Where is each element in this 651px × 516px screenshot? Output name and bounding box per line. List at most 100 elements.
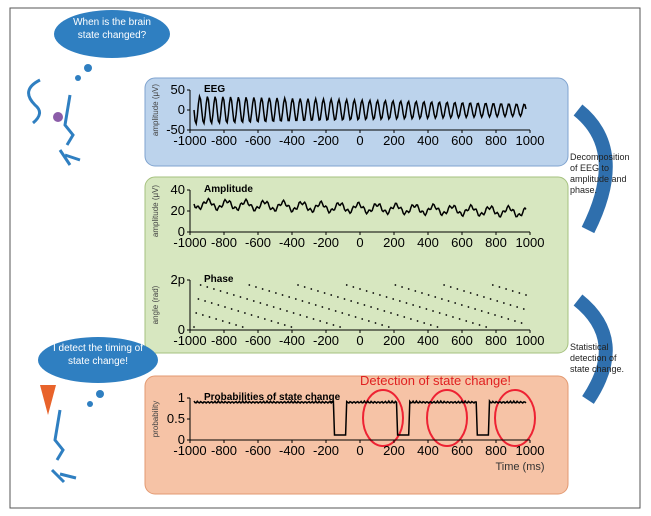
phase-dot [503,302,505,304]
panel-title: Phase [204,274,234,285]
phase-dot [284,324,286,326]
phase-dot [335,310,337,312]
x-tick-label: 400 [417,333,439,348]
phase-dot [364,304,366,306]
head-icon-1 [29,80,80,165]
head-icon-2 [52,410,76,482]
phase-dot [523,308,525,310]
phase-dot [494,314,496,316]
phase-dot [359,288,361,290]
phase-dot [248,284,250,286]
x-tick-label: 800 [485,235,507,250]
phase-dot [310,288,312,290]
phase-dot [490,298,492,300]
phase-dot [308,302,310,304]
phase-dot [348,314,350,316]
x-tick-label: -1000 [173,333,206,348]
phase-dot [262,288,264,290]
phase-dot [525,294,527,296]
phase-dot [202,314,204,316]
x-tick-label: -200 [313,333,339,348]
phase-dot [355,316,357,318]
x-axis-label: Time (ms) [495,461,544,473]
phase-dot [461,304,463,306]
phase-dot [326,322,328,324]
phase-dot [215,318,217,320]
y-tick-label: 50 [171,82,185,97]
phase-dot [244,312,246,314]
phase-dot [286,310,288,312]
phase-dot [217,304,219,306]
x-tick-label: -1000 [173,133,206,148]
phase-dot [306,316,308,318]
x-tick-label: 800 [485,133,507,148]
phase-dot [459,318,461,320]
y-axis-label: probability [151,401,160,437]
x-tick-label: 200 [383,333,405,348]
phase-dot [417,320,419,322]
phase-dot [430,324,432,326]
phase-dot [357,302,359,304]
x-tick-label: -200 [313,443,339,458]
x-tick-label: -600 [245,235,271,250]
phase-dot [317,290,319,292]
phase-dot [463,290,465,292]
x-tick-label: -600 [245,133,271,148]
phase-dot [231,308,233,310]
phase-dot [222,320,224,322]
phase-dot [465,320,467,322]
phase-dot [195,312,197,314]
phase-dot [412,304,414,306]
phase-dot [426,308,428,310]
phase-dot [370,306,372,308]
phase-dot [264,318,266,320]
phase-dot [266,304,268,306]
x-tick-label: 800 [485,443,507,458]
bubble-dot [84,64,92,72]
phase-dot [233,294,235,296]
phase-dot [224,306,226,308]
x-tick-label: 200 [383,133,405,148]
canvas: Detection of state change! EEGamplitude … [0,0,651,516]
phase-dot [443,284,445,286]
phase-dot [361,318,363,320]
phase-dot [514,320,516,322]
phase-dot [397,314,399,316]
phase-dot [350,300,352,302]
phase-dot [499,286,501,288]
phase-dot [487,312,489,314]
decomp-panel [145,177,568,353]
phase-dot [470,292,472,294]
phase-dot [366,290,368,292]
phase-dot [213,288,215,290]
phase-dot [485,326,487,328]
phase-dot [390,312,392,314]
phase-dot [341,312,343,314]
phase-dot [379,294,381,296]
phase-dot [496,300,498,302]
phase-dot [277,322,279,324]
phase-dot [346,284,348,286]
y-tick-label: 1 [178,390,185,405]
phase-dot [293,312,295,314]
phase-dot [381,324,383,326]
phase-dot [516,306,518,308]
x-tick-label: 200 [383,235,405,250]
phase-dot [319,320,321,322]
phase-dot [339,326,341,328]
bubble-text: I detect the timing of state change! [48,342,148,368]
bubble-dot [87,401,93,407]
phase-dot [507,318,509,320]
phase-dot [386,296,388,298]
phase-dot [406,302,408,304]
phase-dot [251,314,253,316]
bubble-dot [75,75,81,81]
phase-dot [423,322,425,324]
figure: Detection of state change! EEGamplitude … [0,0,651,516]
phase-dot [501,316,503,318]
phase-dot [273,306,275,308]
phase-dot [448,300,450,302]
phase-dot [337,296,339,298]
x-tick-label: -400 [279,333,305,348]
phase-dot [198,298,200,300]
